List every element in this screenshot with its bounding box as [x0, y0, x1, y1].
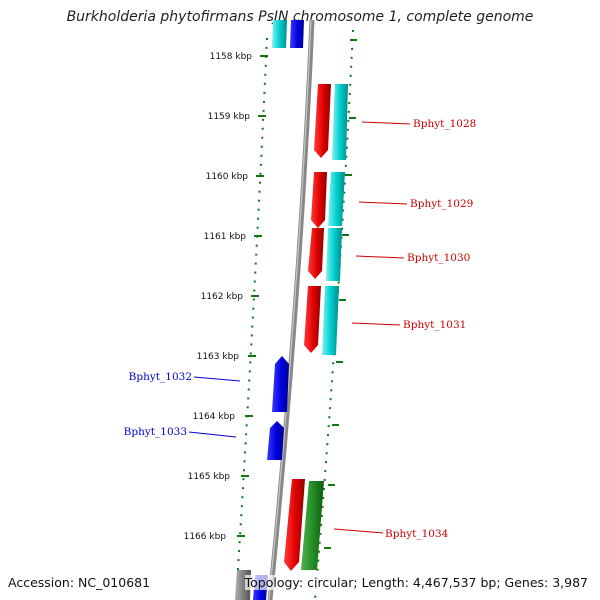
tick-label: 1161 kbp — [204, 232, 247, 242]
cds-bphyt-1034 — [301, 481, 324, 570]
gene-arrow-bphyt-1034 — [284, 479, 305, 571]
tick-label: 1158 kbp — [210, 52, 253, 62]
topology-text: Topology: circular; Length: 4,467,537 bp… — [244, 575, 588, 590]
gene-arrow-bphyt-1032 — [272, 356, 289, 412]
tick-label: 1165 kbp — [188, 472, 231, 482]
label-leaders — [188, 121, 411, 534]
tick-label: 1164 kbp — [193, 412, 236, 422]
cds-bphyt-1028 — [332, 84, 348, 160]
tick-labels: 1158 kbp 1159 kbp 1160 kbp 1161 kbp 1162… — [184, 52, 253, 542]
tick-label: 1160 kbp — [206, 172, 249, 182]
gene-label: Bphyt_1028 — [413, 118, 476, 130]
gene-arrow-bphyt-1030 — [308, 228, 324, 279]
cds-bphyt-1031 — [322, 286, 339, 355]
gene-label: Bphyt_1031 — [403, 319, 466, 331]
top-cyan-feature — [272, 20, 287, 48]
cds-bphyt-1030 — [326, 228, 342, 281]
gene-arrow-bphyt-1028 — [314, 84, 331, 158]
map-title: Burkholderia phytofirmans PsJN chromosom… — [66, 9, 534, 25]
gene-label: Bphyt_1034 — [385, 528, 449, 540]
tick-label: 1166 kbp — [184, 532, 227, 542]
tick-label: 1163 kbp — [197, 352, 240, 362]
gene-arrow-bphyt-1033 — [267, 421, 284, 460]
gene-arrow-bphyt-1031 — [304, 286, 321, 353]
gene-label: Bphyt_1033 — [124, 426, 187, 438]
right-ring-dashes — [324, 39, 357, 549]
gene-labels: Bphyt_1028 Bphyt_1029 Bphyt_1030 Bphyt_1… — [124, 118, 477, 540]
scale-ticks — [237, 55, 268, 537]
gene-arrow-bphyt-1029 — [311, 172, 327, 228]
outer-dotted-ring-left — [235, 37, 268, 600]
tick-label: 1162 kbp — [201, 292, 244, 302]
gene-label: Bphyt_1029 — [410, 198, 473, 210]
gene-label: Bphyt_1030 — [407, 252, 470, 264]
top-blue-feature — [290, 20, 304, 48]
accession-text: Accession: NC_010681 — [8, 575, 151, 590]
gene-label: Bphyt_1032 — [129, 371, 192, 383]
tick-label: 1159 kbp — [208, 112, 251, 122]
cds-bphyt-1029 — [328, 172, 345, 226]
chromosome-backbone — [267, 19, 315, 600]
